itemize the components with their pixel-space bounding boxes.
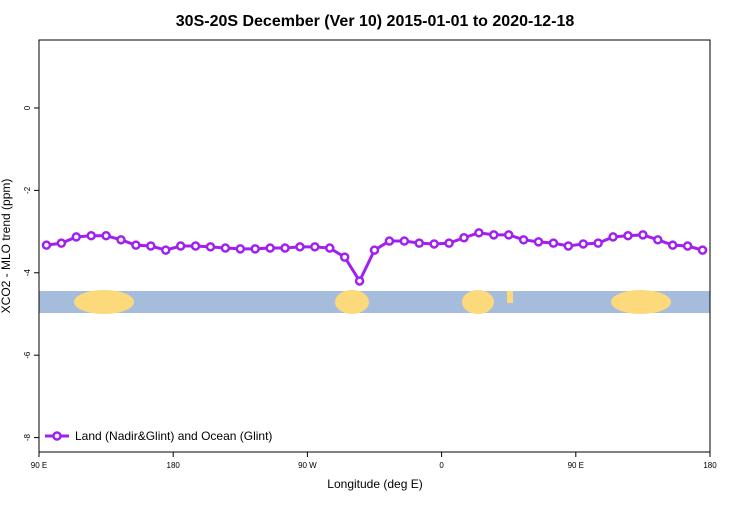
point — [116, 235, 126, 245]
point — [593, 238, 603, 248]
land-area — [462, 290, 494, 314]
x-tick-label: 180 — [167, 461, 181, 470]
point — [220, 243, 231, 253]
point — [444, 238, 454, 248]
x-tick-label: 180 — [703, 461, 717, 470]
point — [41, 240, 52, 250]
point — [697, 245, 708, 255]
point — [518, 235, 529, 245]
point — [280, 243, 290, 253]
point — [459, 233, 469, 243]
x-tick-label: 0 — [439, 461, 444, 470]
point — [235, 244, 246, 254]
point — [101, 230, 111, 241]
point — [354, 276, 365, 286]
point — [310, 242, 320, 252]
point — [71, 232, 82, 242]
land-area — [335, 290, 369, 314]
point — [608, 232, 618, 242]
point — [131, 240, 141, 250]
legend-label: Land (Nadir&Glint) and Ocean (Glint) — [75, 429, 272, 443]
point — [160, 245, 171, 255]
point — [205, 242, 216, 252]
point — [578, 239, 589, 249]
point — [653, 235, 663, 245]
y-tick-label: -6 — [23, 351, 32, 359]
legend-marker — [52, 431, 62, 441]
plot-frame — [38, 39, 711, 453]
point — [384, 236, 395, 246]
point — [489, 230, 499, 240]
point — [667, 240, 678, 250]
point — [474, 228, 484, 238]
point — [429, 239, 439, 249]
x-axis-label: Longitude (deg E) — [327, 477, 422, 491]
point — [175, 241, 186, 251]
land-area — [507, 291, 513, 303]
y-tick-label: 0 — [23, 105, 32, 110]
point — [325, 243, 335, 253]
x-tick-label: 90 E — [31, 461, 47, 470]
point — [399, 236, 410, 246]
chart-title: 30S-20S December (Ver 10) 2015-01-01 to … — [176, 13, 575, 30]
point — [295, 242, 305, 252]
x-tick-label: 90 W — [298, 461, 317, 470]
point — [339, 252, 350, 262]
y-axis-label: XCO2 - MLO trend (ppm) — [0, 179, 13, 314]
point — [146, 241, 156, 251]
point — [414, 238, 424, 248]
land-area — [74, 290, 134, 314]
point — [190, 241, 201, 251]
point — [682, 241, 693, 251]
point — [369, 245, 380, 255]
x-tick-label: 90 E — [568, 461, 584, 470]
point — [250, 244, 260, 254]
series-line — [46, 231, 703, 285]
land-ocean-strip — [39, 290, 710, 314]
point — [265, 243, 275, 253]
y-tick-label: -2 — [23, 186, 32, 194]
ocean-band — [39, 291, 710, 313]
y-tick-label: -4 — [23, 269, 32, 277]
point — [548, 238, 559, 248]
y-tick-label: -8 — [23, 433, 32, 441]
point — [56, 238, 67, 248]
point — [563, 241, 574, 251]
point — [623, 230, 633, 241]
land-area — [611, 290, 671, 314]
point — [86, 230, 96, 241]
point — [533, 237, 544, 247]
point — [503, 230, 514, 240]
point — [638, 230, 648, 240]
